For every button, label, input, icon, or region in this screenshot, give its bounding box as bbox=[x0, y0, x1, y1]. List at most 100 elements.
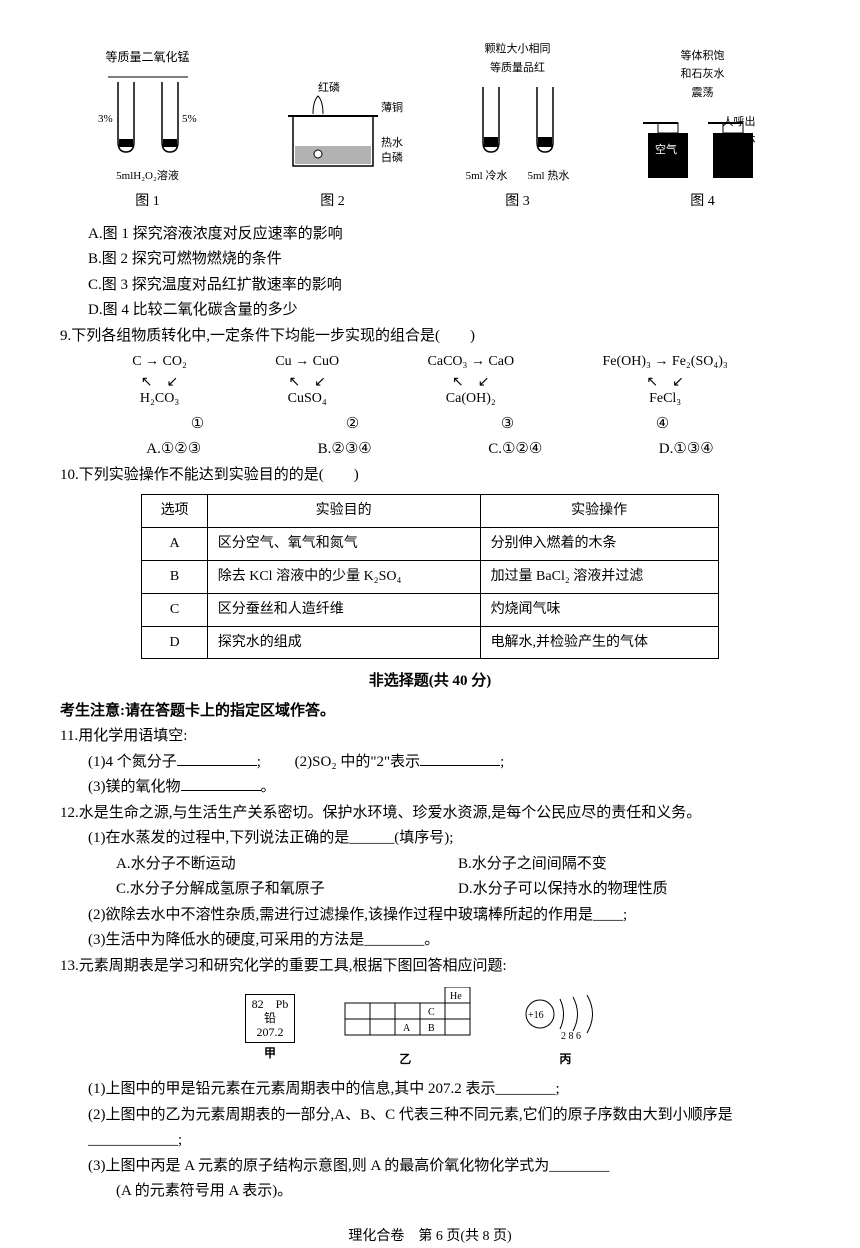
cell: 加过量 BaCl₂ 溶液并过滤 bbox=[480, 561, 718, 594]
pb-name: 铅 bbox=[264, 1011, 276, 1025]
q11-p3-row: (3)镁的氧化物。 bbox=[60, 775, 800, 801]
q11-parts: (1)4 个氮分子; (2)SO₂ 中的"2"表示; bbox=[60, 750, 800, 776]
fig4-top-label: 等体积饱 和石灰水 震荡 bbox=[681, 47, 725, 103]
section2-title: 非选择题(共 40 分) bbox=[60, 669, 800, 695]
cell: 区分蚕丝和人造纤维 bbox=[207, 593, 480, 626]
q9-opt-b: B.②③④ bbox=[318, 437, 372, 463]
q12-p2: (2)欲除去水中不溶性杂质,需进行过滤操作,该操作过程中玻璃棒所起的作用是___… bbox=[60, 903, 800, 929]
table-row: A区分空气、氧气和氮气分别伸入燃着的木条 bbox=[142, 528, 718, 561]
blank-input[interactable] bbox=[181, 776, 261, 791]
cell: 电解水,并检验产生的气体 bbox=[480, 626, 718, 659]
r2-top: Cu → CuO bbox=[275, 353, 339, 371]
r2-bottom: CuSO₄ bbox=[275, 390, 339, 408]
circ-3: ③ bbox=[501, 412, 514, 438]
cycle-arrow-icon: ↖ ↙ bbox=[275, 372, 339, 390]
tube-pair-icon: 3% 5% bbox=[88, 67, 208, 167]
reaction-3: CaCO₃ → CaO ↖ ↙ Ca(OH)₂ bbox=[428, 353, 515, 408]
figures-row: 等质量二氧化锰 3% 5% 5mlH₂O₂溶液 图 1 红磷 薄铜片 热水 白磷… bbox=[60, 40, 800, 214]
cell: 区分空气、氧气和氮气 bbox=[207, 528, 480, 561]
svg-text:白磷: 白磷 bbox=[381, 150, 403, 164]
diagram-atom: +16 2 8 6 丙 bbox=[515, 987, 615, 1069]
q12-p1: (1)在水蒸发的过程中,下列说法正确的是______(填序号); bbox=[60, 826, 800, 852]
r4-top: Fe(OH)₃ → Fe₂(SO₄)₃ bbox=[602, 353, 727, 371]
q13-p1: (1)上图中的甲是铅元素在元素周期表中的信息,其中 207.2 表示______… bbox=[60, 1077, 800, 1103]
pb-sym: Pb bbox=[276, 997, 289, 1011]
q9-abcd: A.①②③ B.②③④ C.①②④ D.①③④ bbox=[60, 437, 800, 463]
q9-opt-d: D.①③④ bbox=[659, 437, 714, 463]
svg-text:C: C bbox=[428, 1007, 435, 1018]
q13-p3b: (A 的元素符号用 A 表示)。 bbox=[60, 1179, 800, 1205]
r4-bottom: FeCl₃ bbox=[602, 390, 727, 408]
svg-text:红磷: 红磷 bbox=[318, 81, 340, 94]
reaction-1: C → CO₂ ↖ ↙ H₂CO₃ bbox=[132, 353, 187, 408]
q8-options: A.图 1 探究溶液浓度对反应速率的影响 B.图 2 探究可燃物燃烧的条件 C.… bbox=[60, 222, 800, 324]
q9-opt-a: A.①②③ bbox=[146, 437, 201, 463]
page-footer: 理化合卷 第 6 页(共 8 页) bbox=[60, 1225, 800, 1248]
cell: 分别伸入燃着的木条 bbox=[480, 528, 718, 561]
q12-opt-b: B.水分子之间间隔不变 bbox=[458, 852, 800, 878]
cell: A bbox=[142, 528, 207, 561]
fig3-caption: 图 3 bbox=[505, 190, 530, 214]
svg-text:2 8 6: 2 8 6 bbox=[561, 1031, 581, 1042]
th-operation: 实验操作 bbox=[480, 495, 718, 528]
atom-label: 丙 bbox=[515, 1049, 615, 1069]
r3-top: CaCO₃ → CaO bbox=[428, 353, 515, 371]
blank-input[interactable] bbox=[177, 751, 257, 766]
svg-text:+16: +16 bbox=[528, 1010, 544, 1021]
fig1-right-pct: 5% bbox=[182, 113, 197, 125]
fig1-top-label: 等质量二氧化锰 bbox=[105, 47, 189, 67]
cell: 除去 KCl 溶液中的少量 K₂SO₄ bbox=[207, 561, 480, 594]
svg-text:空气: 空气 bbox=[655, 142, 677, 156]
svg-text:B: B bbox=[428, 1023, 435, 1034]
th-purpose: 实验目的 bbox=[207, 495, 480, 528]
tube-pair2-icon bbox=[458, 77, 578, 167]
q13-stem: 13.元素周期表是学习和研究化学的重要工具,根据下图回答相应问题: bbox=[60, 954, 800, 980]
q11-p3: (3)镁的氧化物 bbox=[88, 779, 181, 795]
cell: D bbox=[142, 626, 207, 659]
r3-bottom: Ca(OH)₂ bbox=[428, 390, 515, 408]
q12-p3: (3)生活中为降低水的硬度,可采用的方法是________。 bbox=[60, 928, 800, 954]
fig1-bottom: 5mlH₂O₂溶液 bbox=[116, 167, 179, 186]
q12-opt-a: A.水分子不断运动 bbox=[116, 852, 458, 878]
q9-reactions: C → CO₂ ↖ ↙ H₂CO₃ Cu → CuO ↖ ↙ CuSO₄ CaC… bbox=[60, 353, 800, 408]
element-cell-icon: 82 Pb 铅 207.2 bbox=[245, 994, 296, 1043]
diagram-periodic: He C A B 乙 bbox=[335, 987, 475, 1069]
atom-structure-icon: +16 2 8 6 bbox=[515, 987, 615, 1042]
blank-input[interactable] bbox=[420, 751, 500, 766]
cycle-arrow-icon: ↖ ↙ bbox=[602, 372, 727, 390]
exam-notice: 考生注意:请在答题卡上的指定区域作答。 bbox=[60, 699, 800, 725]
q11-p2: (2)SO₂ 中的"2"表示 bbox=[295, 754, 420, 770]
svg-text:He: He bbox=[450, 991, 462, 1002]
svg-text:A: A bbox=[403, 1023, 411, 1034]
fig3-right: 5ml 热水 bbox=[528, 167, 570, 186]
q12-opt-c: C.水分子分解成氢原子和氧原子 bbox=[116, 877, 458, 903]
cycle-arrow-icon: ↖ ↙ bbox=[132, 372, 187, 390]
fig3-left: 5ml 冷水 bbox=[466, 167, 508, 186]
q10-table: 选项 实验目的 实验操作 A区分空气、氧气和氮气分别伸入燃着的木条 B除去 KC… bbox=[141, 494, 718, 659]
r1-bottom: H₂CO₃ bbox=[132, 390, 187, 408]
reaction-4: Fe(OH)₃ → Fe₂(SO₄)₃ ↖ ↙ FeCl₃ bbox=[602, 353, 727, 408]
q8-opt-c: C.图 3 探究温度对品红扩散速率的影响 bbox=[88, 273, 430, 299]
q8-opt-d: D.图 4 比较二氧化碳含量的多少 bbox=[88, 298, 430, 324]
fig4-caption: 图 4 bbox=[690, 190, 715, 214]
q8-opt-a: A.图 1 探究溶液浓度对反应速率的影响 bbox=[88, 222, 430, 248]
svg-text:热水: 热水 bbox=[381, 136, 403, 149]
q8-opt-b: B.图 2 探究可燃物燃烧的条件 bbox=[88, 247, 430, 273]
circ-1: ① bbox=[191, 412, 204, 438]
pb-num: 82 bbox=[252, 997, 264, 1011]
q11-stem: 11.用化学用语填空: bbox=[60, 724, 800, 750]
q9-opt-c: C.①②④ bbox=[488, 437, 542, 463]
cell: 灼烧闻气味 bbox=[480, 593, 718, 626]
q11-p1: (1)4 个氮分子 bbox=[88, 754, 177, 770]
q12-stem: 12.水是生命之源,与生活生产关系密切。保护水环境、珍爱水资源,是每个公民应尽的… bbox=[60, 801, 800, 827]
figure-1: 等质量二氧化锰 3% 5% 5mlH₂O₂溶液 图 1 bbox=[88, 47, 208, 214]
circ-4: ④ bbox=[656, 412, 669, 438]
table-row: C区分蚕丝和人造纤维灼烧闻气味 bbox=[142, 593, 718, 626]
beaker-icon: 红磷 薄铜片 热水 白磷 bbox=[263, 76, 403, 186]
table-row: D探究水的组成电解水,并检验产生的气体 bbox=[142, 626, 718, 659]
th-option: 选项 bbox=[142, 495, 207, 528]
figure-2: 红磷 薄铜片 热水 白磷 图 2 bbox=[263, 76, 403, 214]
table-header-row: 选项 实验目的 实验操作 bbox=[142, 495, 718, 528]
cycle-arrow-icon: ↖ ↙ bbox=[428, 372, 515, 390]
cell: 探究水的组成 bbox=[207, 626, 480, 659]
